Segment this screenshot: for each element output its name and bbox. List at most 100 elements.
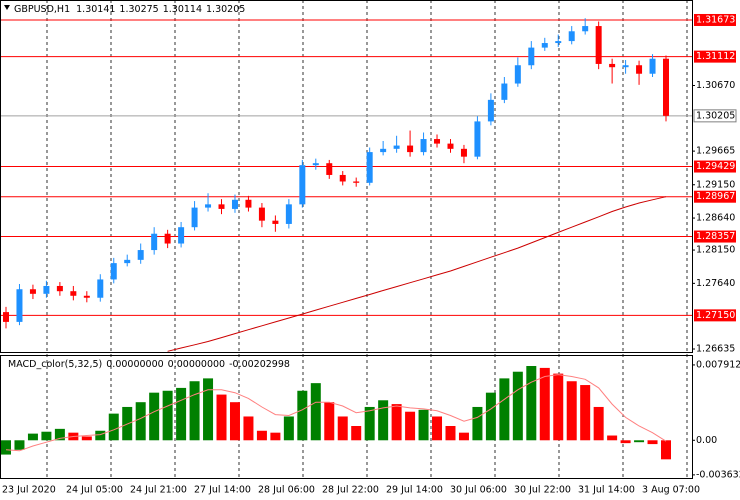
x-tick-label: 29 Jul 14:00 xyxy=(386,485,443,496)
macd-bar xyxy=(27,433,38,441)
macd-bar xyxy=(445,426,456,441)
macd-bar xyxy=(593,406,604,441)
macd-bar xyxy=(337,416,348,441)
macd-bar xyxy=(189,381,200,441)
level-label-box xyxy=(694,160,736,173)
macd-bar xyxy=(647,440,658,445)
level-label: 1.29429 xyxy=(696,161,735,172)
candle-body xyxy=(178,227,185,244)
macd-bar xyxy=(256,430,267,441)
candle-body xyxy=(83,295,90,298)
moving-average xyxy=(167,196,667,352)
x-tick-label: 27 Jul 14:00 xyxy=(194,485,251,496)
candle-body xyxy=(29,289,36,294)
macd-bar xyxy=(243,416,254,441)
quote-low: 1.30114 xyxy=(163,4,202,15)
candle-body xyxy=(218,204,225,209)
macd-bar xyxy=(499,378,510,441)
candle-body xyxy=(460,148,467,157)
macd-bar xyxy=(297,390,308,441)
candle-body xyxy=(663,58,669,116)
candle-body xyxy=(110,263,117,280)
macd-bar xyxy=(324,402,335,441)
macd-panel-frame xyxy=(0,355,693,479)
candle-body xyxy=(191,207,198,228)
candle-body xyxy=(636,65,643,74)
macd-bar xyxy=(485,392,496,441)
candle-body xyxy=(609,63,616,68)
candle-body xyxy=(649,58,656,74)
macd-bar xyxy=(216,394,227,441)
y-tick-label: 1.28150 xyxy=(696,245,735,256)
y-tick-label: 1.29150 xyxy=(696,179,735,190)
level-label-box xyxy=(694,309,736,322)
macd-bar xyxy=(149,392,160,441)
candle-body xyxy=(97,279,104,298)
macd-bar xyxy=(41,431,52,441)
y-tick-label: 1.27640 xyxy=(696,278,735,289)
candle-body xyxy=(555,41,562,44)
quote-open: 1.30141 xyxy=(76,4,115,15)
candle-body xyxy=(151,233,158,251)
grid-layer xyxy=(0,0,695,478)
x-tick-label: 30 Jul 06:00 xyxy=(450,485,507,496)
x-tick-label: 31 Jul 14:00 xyxy=(578,485,635,496)
indicator-value: 0.00000000 xyxy=(168,359,225,370)
level-label-box xyxy=(694,13,736,26)
candle-body xyxy=(595,26,602,64)
candle-body xyxy=(420,139,427,153)
y-tick-label: 1.30670 xyxy=(696,80,735,91)
candle-body xyxy=(339,174,346,182)
candle-body xyxy=(231,199,238,209)
macd-bar xyxy=(229,402,240,441)
candle-body xyxy=(299,165,306,205)
indicator-name: MACD_color(5,32,5) xyxy=(8,359,102,370)
x-tick-label: 3 Aug 07:00 xyxy=(642,485,700,496)
macd-bar xyxy=(553,373,564,441)
candle-body xyxy=(124,259,131,264)
macd-bar xyxy=(162,390,173,441)
macd-bar xyxy=(108,413,119,441)
level-label: 1.28967 xyxy=(696,191,735,202)
x-tick-label: 24 Jul 05:00 xyxy=(66,485,123,496)
macd-bar xyxy=(270,432,281,441)
candle-body xyxy=(56,285,63,292)
level-label: 1.31112 xyxy=(696,51,735,62)
candle-body xyxy=(272,220,279,224)
macd-bar xyxy=(283,416,294,441)
title-arrow xyxy=(4,5,10,10)
macd-bar xyxy=(580,385,591,441)
macd-bar xyxy=(566,381,577,441)
level-label-box xyxy=(694,50,736,63)
level-label: 1.31673 xyxy=(696,14,735,25)
macd-title: MACD_color(5,32,5) 0.00000000 0.00000000 -0… xyxy=(8,359,290,370)
level-label: 1.28357 xyxy=(696,231,735,242)
candle-body xyxy=(245,199,252,208)
macd-bar xyxy=(14,440,25,450)
macd-bar xyxy=(418,409,429,441)
quote-high: 1.30275 xyxy=(119,4,158,15)
candle-body xyxy=(43,285,50,294)
macd-bar xyxy=(634,440,645,443)
candle-body xyxy=(380,148,387,153)
chart-title: GBPUSD,H1 1.30141 1.30275 1.30114 1.30205 xyxy=(14,4,245,15)
candle-body xyxy=(434,139,441,144)
candle-body xyxy=(541,43,548,48)
candle-body xyxy=(353,181,360,183)
candle-body xyxy=(487,99,494,122)
x-tick-label: 30 Jul 22:00 xyxy=(514,485,571,496)
macd-bar xyxy=(203,378,214,441)
marks-layer xyxy=(1,18,671,460)
candle-body xyxy=(137,250,144,260)
macd-bar xyxy=(458,432,469,441)
x-tick-label: 28 Jul 22:00 xyxy=(322,485,379,496)
indicator-value: -0.00202998 xyxy=(229,359,290,370)
candle-body xyxy=(70,291,77,296)
symbol: GBPUSD,H1 xyxy=(14,4,70,15)
candle-body xyxy=(3,312,9,322)
x-tick-label: 23 Jul 2020 xyxy=(2,485,56,496)
level-label: 1.27150 xyxy=(696,310,735,321)
macd-bar xyxy=(54,428,65,441)
current-price-box xyxy=(693,109,737,123)
